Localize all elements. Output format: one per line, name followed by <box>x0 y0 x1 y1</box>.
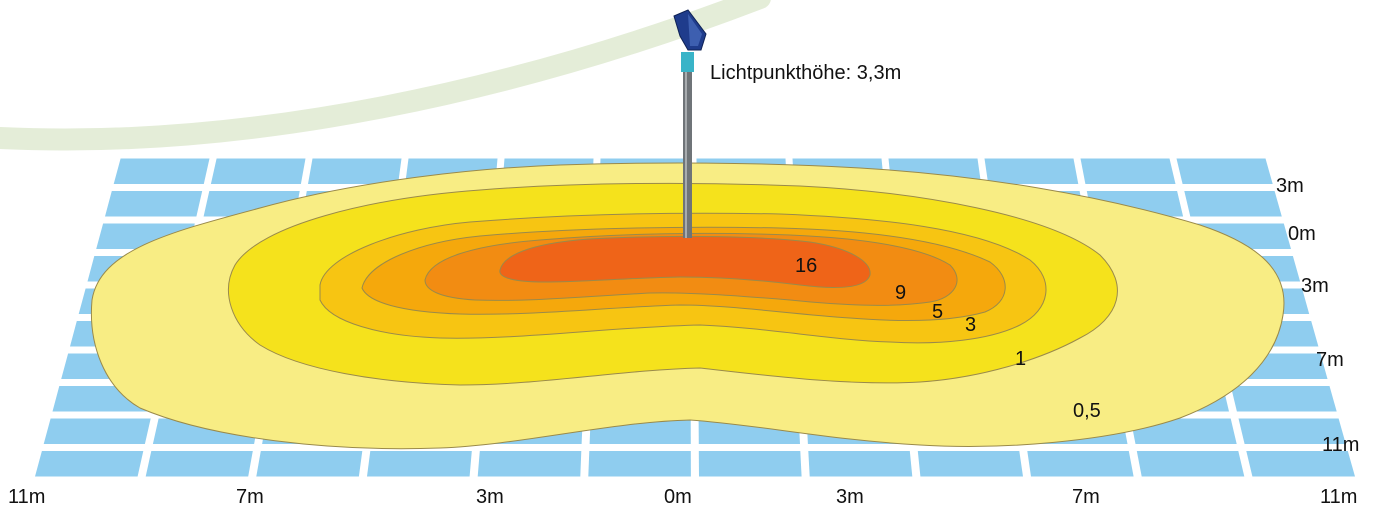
y-axis-label: 11m <box>1322 434 1359 456</box>
grid-tile <box>210 158 306 184</box>
grid-tile <box>1238 418 1346 444</box>
grid-tile <box>1176 158 1273 184</box>
x-axis-label: 0m <box>664 486 692 508</box>
x-axis-label: 3m <box>476 486 504 508</box>
grid-tile <box>35 451 144 477</box>
grid-tile <box>698 451 802 477</box>
grid-tile <box>984 158 1079 184</box>
mounting-height-label: Lichtpunkthöhe: 3,3m <box>710 62 901 84</box>
grid-tile <box>917 451 1023 477</box>
grid-tile <box>113 158 210 184</box>
grid-tile <box>105 191 203 217</box>
grid-tile <box>588 451 691 477</box>
x-axis-label: 7m <box>1072 486 1100 508</box>
x-axis-label: 3m <box>836 486 864 508</box>
isolux-area-16 <box>499 235 871 289</box>
isolux-label-0-5: 0,5 <box>1073 400 1101 422</box>
pole-shaft <box>683 70 692 238</box>
grid-tile <box>808 451 913 477</box>
grid-tile <box>477 451 582 477</box>
grid-tile <box>308 158 402 184</box>
isolux-label-5: 5 <box>932 301 943 323</box>
isolux-label-1: 1 <box>1015 348 1026 370</box>
isolux-contours <box>90 162 1285 450</box>
grid-tile <box>1246 451 1355 477</box>
y-axis-label: 0m <box>1288 223 1316 245</box>
isolux-label-9: 9 <box>895 282 906 304</box>
grid-tile <box>1080 158 1176 184</box>
grid-tile <box>1027 451 1134 477</box>
grid-tile <box>145 451 253 477</box>
decorative-arc <box>0 0 771 151</box>
grid-tile <box>1136 451 1245 477</box>
y-axis-label: 7m <box>1316 349 1344 371</box>
pole-collar <box>681 52 694 72</box>
pole-highlight <box>685 70 687 238</box>
isolux-label-3: 3 <box>965 314 976 336</box>
y-axis-label: 3m <box>1276 175 1304 197</box>
grid-tile <box>1230 386 1337 412</box>
y-axis-label: 3m <box>1301 275 1329 297</box>
luminaire-head-shade <box>688 14 702 46</box>
grid-tile <box>1184 191 1282 217</box>
grid-tile <box>43 418 151 444</box>
light-pole <box>673 9 707 238</box>
x-axis-label: 7m <box>236 486 264 508</box>
grid-tile <box>367 451 472 477</box>
x-axis-label: 11m <box>1320 486 1357 508</box>
isolux-label-16: 16 <box>795 255 817 277</box>
grid-tile <box>256 451 363 477</box>
x-axis-label: 11m <box>8 486 45 508</box>
